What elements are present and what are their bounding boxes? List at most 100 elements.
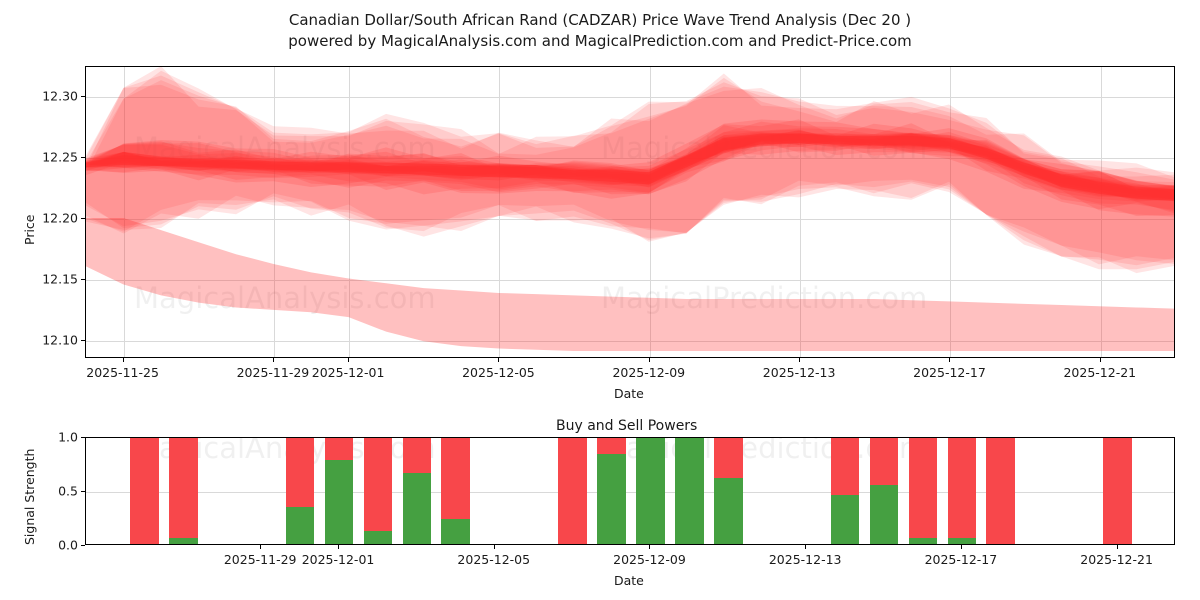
x-tickmark [799, 358, 801, 362]
power-x-tick: 2025-12-21 [1080, 552, 1153, 567]
x-tickmark [493, 545, 495, 549]
power-bar [285, 438, 315, 544]
wave-band [86, 218, 1174, 351]
price-x-tick: 2025-11-29 [236, 365, 310, 380]
sell-power-segment [363, 438, 393, 532]
price-y-axis-label: Price [22, 214, 37, 246]
buy-power-segment [597, 454, 626, 544]
y-tickmark [81, 491, 85, 492]
power-bar [168, 438, 198, 544]
buy-power-segment [675, 438, 704, 544]
wave-band [86, 125, 1174, 217]
gridline-horizontal [86, 492, 1174, 493]
sell-power-segment [168, 438, 198, 538]
sell-power-segment [558, 438, 587, 544]
buy-power-segment [168, 537, 198, 544]
power-bar [675, 438, 704, 544]
buy-power-segment [285, 507, 315, 544]
sell-power-segment [986, 438, 1016, 544]
price-y-tick: 12.25 [42, 149, 78, 165]
y-tickmark [81, 218, 85, 220]
power-bar [869, 438, 899, 544]
power-x-tick: 2025-12-13 [768, 552, 842, 567]
price-wave-bands [86, 67, 1174, 351]
price-x-tick: 2025-12-21 [1063, 365, 1137, 380]
power-x-tick: 2025-12-05 [457, 552, 531, 567]
gridline-vertical [123, 67, 125, 357]
power-chart-title: Buy and Sell Powers [556, 418, 698, 434]
x-tickmark [1116, 545, 1118, 549]
gridline-horizontal [86, 158, 1174, 160]
sell-power-segment [947, 438, 977, 538]
power-y-axis-label: Signal Strength [22, 448, 37, 545]
x-tickmark [649, 545, 651, 549]
x-tickmark [338, 545, 340, 549]
sell-power-segment [324, 438, 354, 460]
power-bar [130, 438, 159, 544]
sell-power-segment [402, 438, 432, 473]
price-x-tick: 2025-12-01 [311, 365, 385, 380]
power-x-tick: 2025-12-17 [924, 552, 998, 567]
wave-band [86, 73, 1174, 265]
price-x-tick: 2025-12-13 [762, 365, 836, 380]
sell-power-segment [285, 438, 315, 508]
y-tickmark [81, 96, 85, 98]
power-bar [947, 438, 977, 544]
price-y-tick: 12.10 [42, 332, 78, 348]
power-bar [1103, 438, 1132, 544]
power-bar [558, 438, 587, 544]
power-bar [986, 438, 1016, 544]
power-y-tick: 1.0 [58, 429, 78, 445]
x-tickmark [348, 358, 350, 362]
price-wave-plot: MagicalAnalysis.com MagicalPrediction.com… [85, 66, 1175, 358]
power-bar [597, 438, 626, 544]
wave-band [86, 130, 1174, 200]
price-x-tick: 2025-11-25 [86, 365, 159, 380]
price-x-tick: 2025-12-09 [612, 365, 686, 380]
price-x-tick: 2025-12-17 [913, 365, 986, 380]
gridline-horizontal [86, 97, 1174, 99]
buy-power-segment [324, 459, 354, 544]
sell-power-segment [830, 438, 860, 496]
buy-power-segment [402, 472, 432, 544]
gridline-horizontal [86, 340, 1174, 342]
power-bar [908, 438, 938, 544]
gridline-horizontal [86, 219, 1174, 221]
power-x-tick: 2025-12-09 [613, 552, 686, 567]
sell-power-segment [713, 438, 743, 479]
sell-power-segment [441, 438, 471, 520]
price-x-tick: 2025-12-05 [462, 365, 535, 380]
x-tickmark [960, 545, 962, 549]
buy-power-segment [713, 478, 743, 544]
x-tickmark [498, 358, 500, 362]
power-x-axis-label: Date [614, 573, 644, 588]
power-bar [402, 438, 432, 544]
buy-power-segment [636, 438, 665, 544]
power-x-tick: 2025-11-29 [223, 552, 297, 567]
power-y-tick: 0.5 [58, 483, 78, 499]
power-bar [324, 438, 354, 544]
buy-power-segment [830, 495, 860, 544]
y-tickmark [81, 339, 85, 341]
power-bar [830, 438, 860, 544]
x-tickmark [272, 358, 274, 362]
sell-power-segment [1103, 438, 1132, 544]
buy-power-segment [908, 537, 938, 544]
wave-band [86, 133, 1174, 202]
y-tickmark [81, 545, 85, 546]
wave-band [86, 67, 1174, 274]
gridline-vertical [800, 67, 802, 357]
y-tickmark [81, 157, 85, 159]
title-line-2: powered by MagicalAnalysis.com and Magic… [288, 32, 912, 50]
price-x-axis-label: Date [614, 386, 644, 401]
price-y-tick: 12.30 [42, 88, 78, 104]
y-tickmark [81, 278, 85, 280]
buy-power-segment [947, 537, 977, 544]
sell-power-segment [130, 438, 159, 544]
buy-power-segment [441, 519, 471, 544]
wave-band [86, 70, 1174, 265]
gridline-vertical [950, 67, 952, 357]
sell-power-segment [908, 438, 938, 538]
